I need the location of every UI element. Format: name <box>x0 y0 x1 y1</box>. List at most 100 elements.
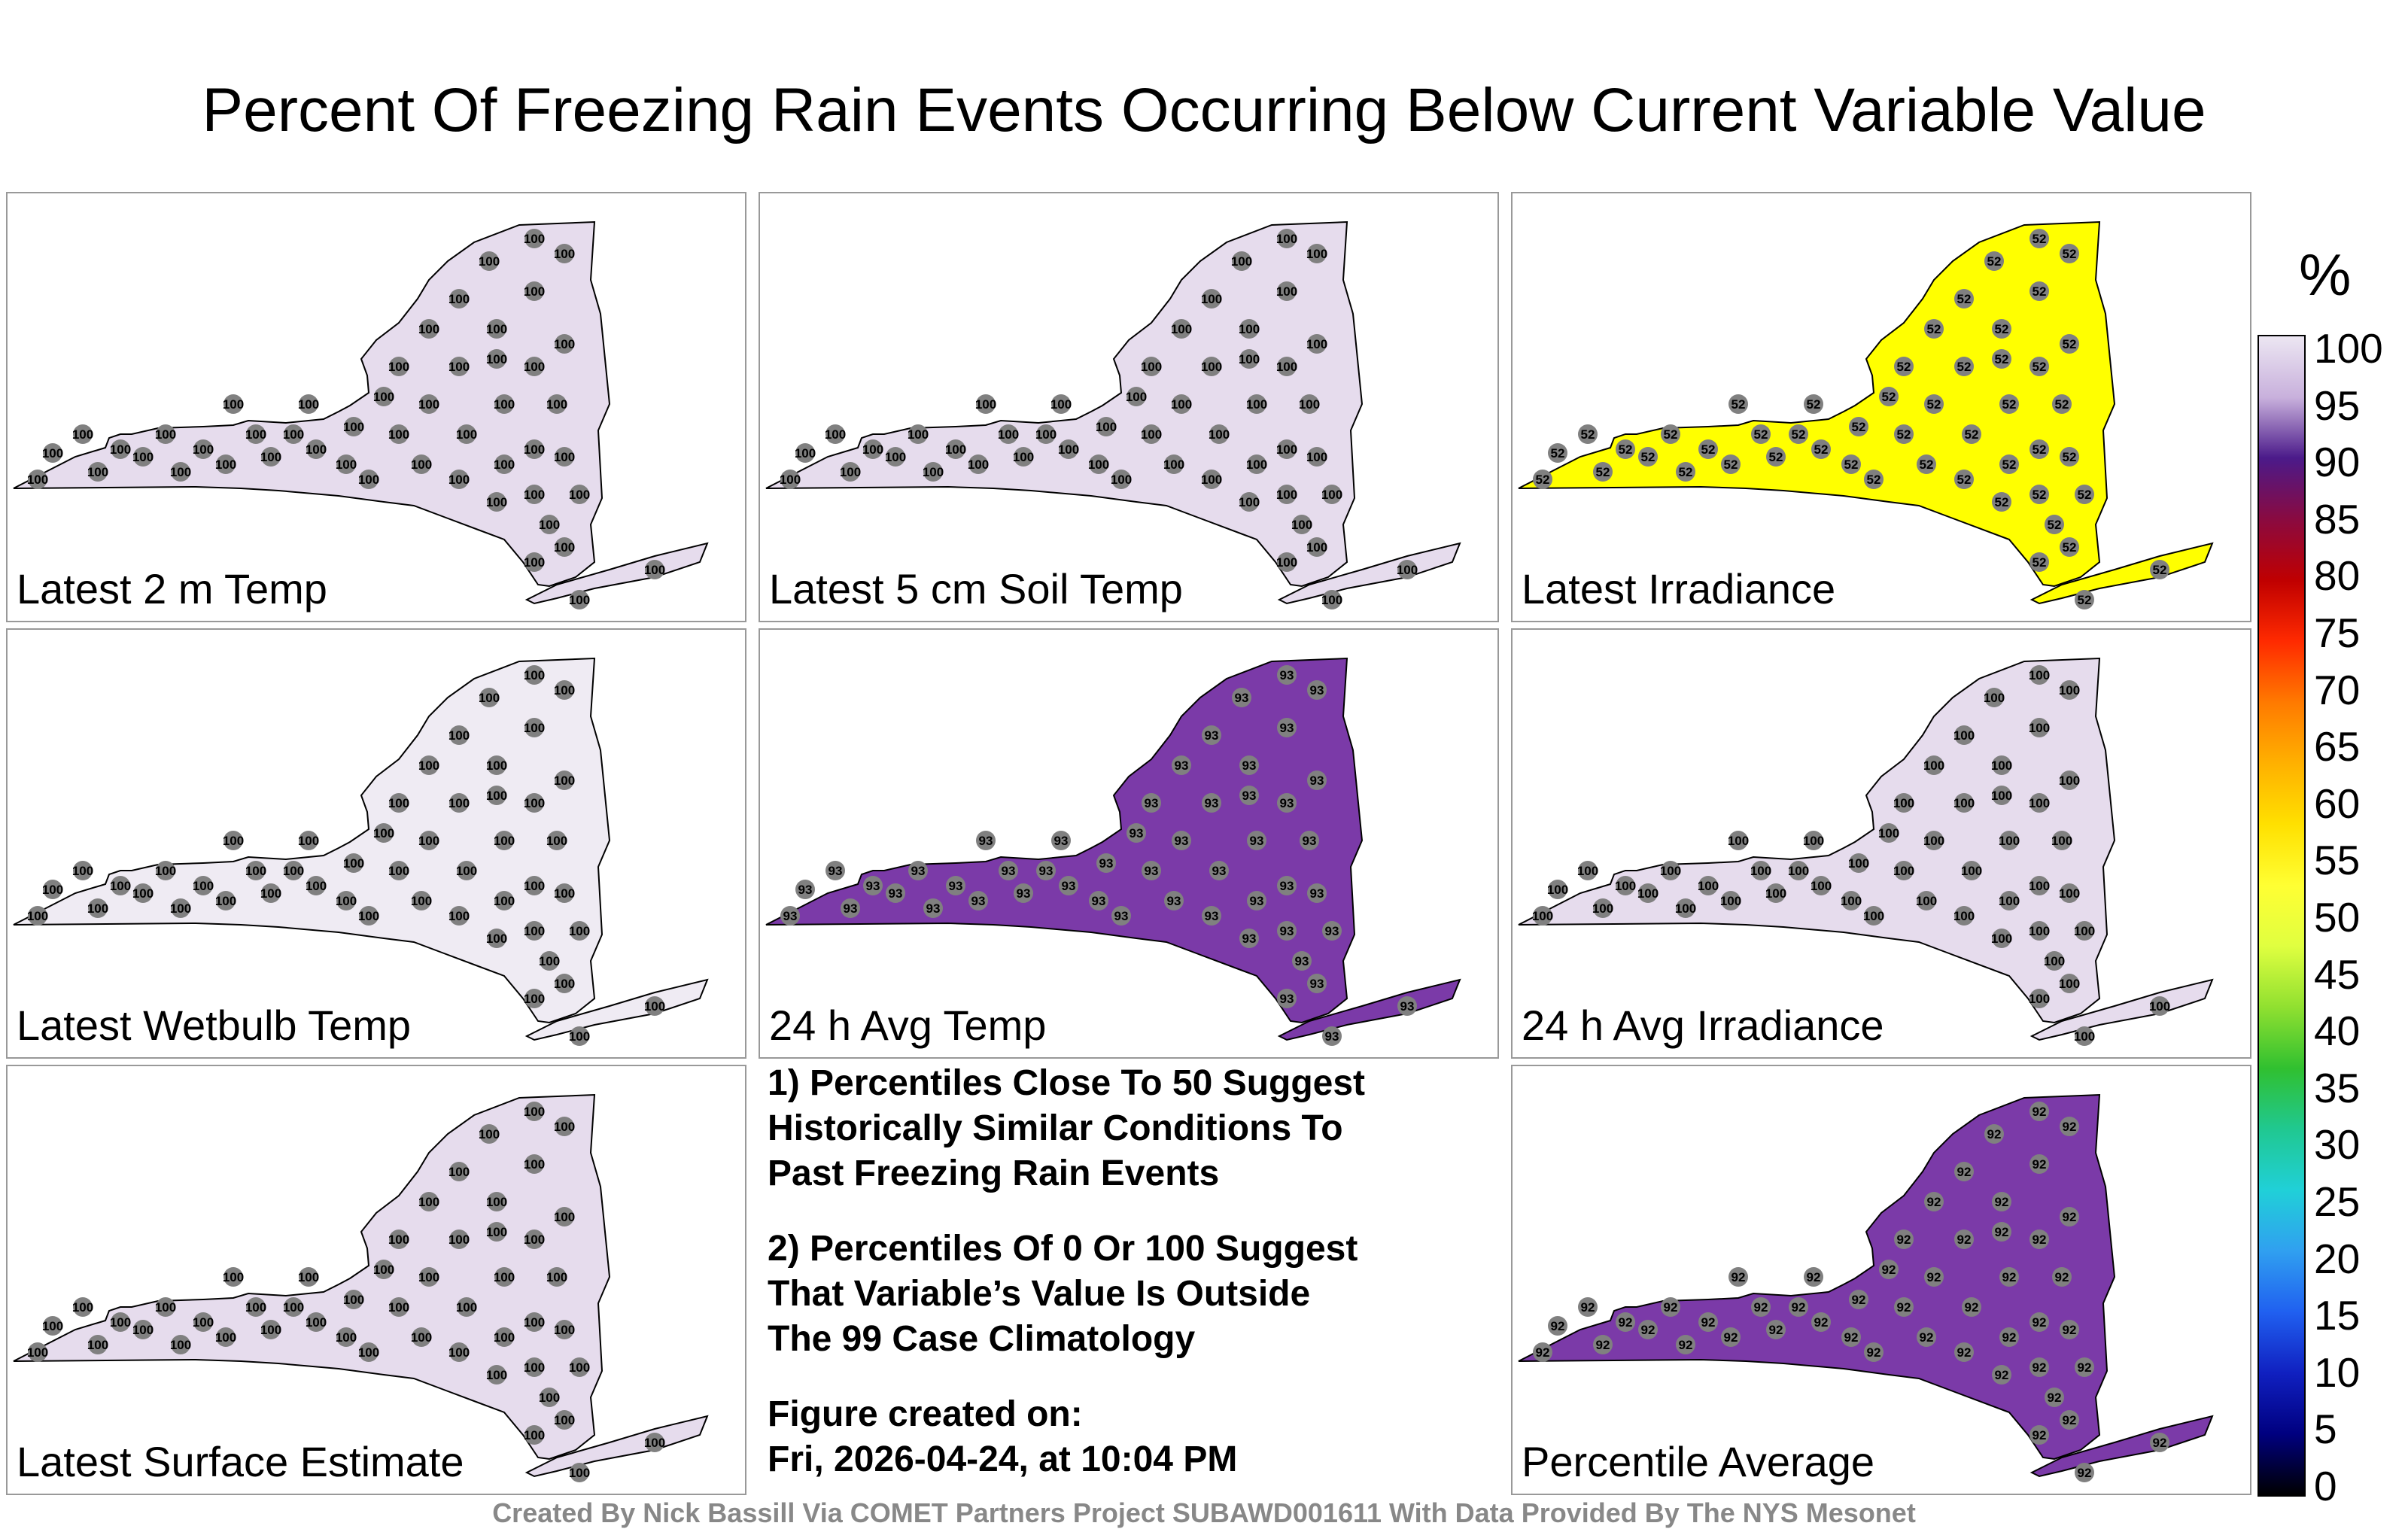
station-marker <box>1142 424 1161 444</box>
ny-map: 1001001001001001001001001001001001001001… <box>13 1093 709 1482</box>
station-value: 52 <box>1867 473 1881 487</box>
station-value: 52 <box>2078 593 2092 607</box>
station-value: 100 <box>132 1323 154 1337</box>
station-value: 100 <box>479 254 500 269</box>
station-marker <box>1593 462 1613 482</box>
station-marker <box>133 1320 153 1339</box>
station-marker <box>1999 1267 2019 1287</box>
station-value: 100 <box>27 909 48 923</box>
station-marker <box>1728 1267 1748 1287</box>
long-island-region <box>1277 542 1461 605</box>
station-marker <box>284 424 303 444</box>
station-value: 52 <box>1619 442 1633 457</box>
station-value: 100 <box>546 834 567 848</box>
station-marker <box>1954 1162 1974 1181</box>
station-value: 93 <box>1145 796 1159 810</box>
station-marker <box>908 861 928 880</box>
station-value: 100 <box>110 442 131 457</box>
station-marker <box>1059 876 1078 895</box>
station-value: 100 <box>1923 834 1944 848</box>
station-value: 100 <box>1058 442 1079 457</box>
station-value: 93 <box>1130 826 1144 840</box>
station-value: 52 <box>1995 322 2009 336</box>
legend-tick-label: 60 <box>2314 780 2361 827</box>
station-value: 100 <box>494 1330 515 1345</box>
station-marker <box>2075 590 2094 609</box>
station-value: 100 <box>1916 894 1937 908</box>
station-value: 92 <box>1995 1225 2009 1239</box>
station-value: 100 <box>524 721 545 735</box>
legend-tick-label: 45 <box>2314 950 2361 998</box>
station-value: 100 <box>554 247 575 261</box>
station-value: 92 <box>1619 1315 1633 1330</box>
station-value: 52 <box>2002 397 2017 412</box>
station-marker <box>344 1290 363 1309</box>
station-value: 92 <box>2063 1413 2077 1427</box>
station-marker <box>795 880 815 899</box>
station-value: 92 <box>1701 1315 1716 1330</box>
station-marker <box>2029 876 2049 895</box>
station-value: 52 <box>1732 397 1746 412</box>
station-value: 100 <box>554 1120 575 1134</box>
station-value: 100 <box>1306 337 1327 351</box>
station-value: 100 <box>644 1436 665 1450</box>
station-value: 100 <box>388 864 409 878</box>
station-value: 100 <box>908 427 929 442</box>
station-value: 100 <box>418 1195 439 1209</box>
station-marker <box>886 447 905 467</box>
station-marker <box>1954 793 1974 813</box>
station-value: 93 <box>979 834 993 848</box>
station-marker <box>976 831 996 850</box>
station-value: 100 <box>569 1360 590 1375</box>
station-marker <box>555 334 574 354</box>
station-marker <box>449 1230 469 1249</box>
station-value: 100 <box>448 1345 470 1360</box>
station-marker <box>1638 883 1658 903</box>
station-marker <box>1984 251 2004 271</box>
station-value: 93 <box>1250 894 1264 908</box>
station-value: 93 <box>1054 834 1069 848</box>
station-value: 92 <box>1844 1330 1859 1345</box>
station-marker <box>1879 1260 1899 1279</box>
station-value: 100 <box>336 1330 357 1345</box>
ny-map: 93 93 93 93 93 93 93 93 93 93 93 93 93 93 93 93 93 93 93 93… <box>765 657 1461 1046</box>
station-value: 100 <box>343 856 364 871</box>
station-marker <box>1616 1312 1635 1332</box>
station-value: 100 <box>170 1338 191 1352</box>
map-panel-wetbulb-temp: 100 100 100 100 100 100 100 100 100 100 100 100 100 1… <box>6 628 746 1059</box>
station-marker <box>28 1342 47 1362</box>
station-value: 100 <box>1953 796 1975 810</box>
station-marker <box>1728 394 1748 414</box>
station-marker <box>88 462 108 482</box>
station-marker <box>1239 492 1259 512</box>
station-value: 92 <box>1769 1323 1783 1337</box>
station-value: 100 <box>27 1345 48 1360</box>
ny-map: 1001001001001001001001001001001001001001… <box>1518 657 2214 1046</box>
station-marker <box>2060 771 2079 790</box>
station-value: 93 <box>1303 834 1317 848</box>
station-marker <box>336 1327 356 1347</box>
station-value: 100 <box>223 397 244 412</box>
station-value: 93 <box>1205 728 1219 743</box>
station-value: 100 <box>1991 932 2012 946</box>
station-value: 92 <box>2078 1466 2092 1480</box>
station-marker <box>968 454 988 474</box>
station-value: 100 <box>1592 901 1613 916</box>
station-marker <box>1751 1297 1771 1317</box>
station-value: 100 <box>2029 879 2050 893</box>
station-marker <box>73 1297 93 1317</box>
station-value: 100 <box>193 879 214 893</box>
station-marker <box>555 1117 574 1136</box>
station-marker <box>1202 793 1221 813</box>
station-value: 100 <box>418 758 439 773</box>
station-value: 92 <box>2063 1120 2077 1134</box>
station-marker <box>1533 1342 1552 1362</box>
station-value: 100 <box>968 457 989 472</box>
station-marker <box>156 424 175 444</box>
station-marker <box>1307 680 1327 700</box>
station-value: 100 <box>524 1428 545 1442</box>
station-marker <box>1999 454 2019 474</box>
station-value: 100 <box>1848 856 1869 871</box>
station-value: 100 <box>494 834 515 848</box>
station-value: 100 <box>569 924 590 938</box>
